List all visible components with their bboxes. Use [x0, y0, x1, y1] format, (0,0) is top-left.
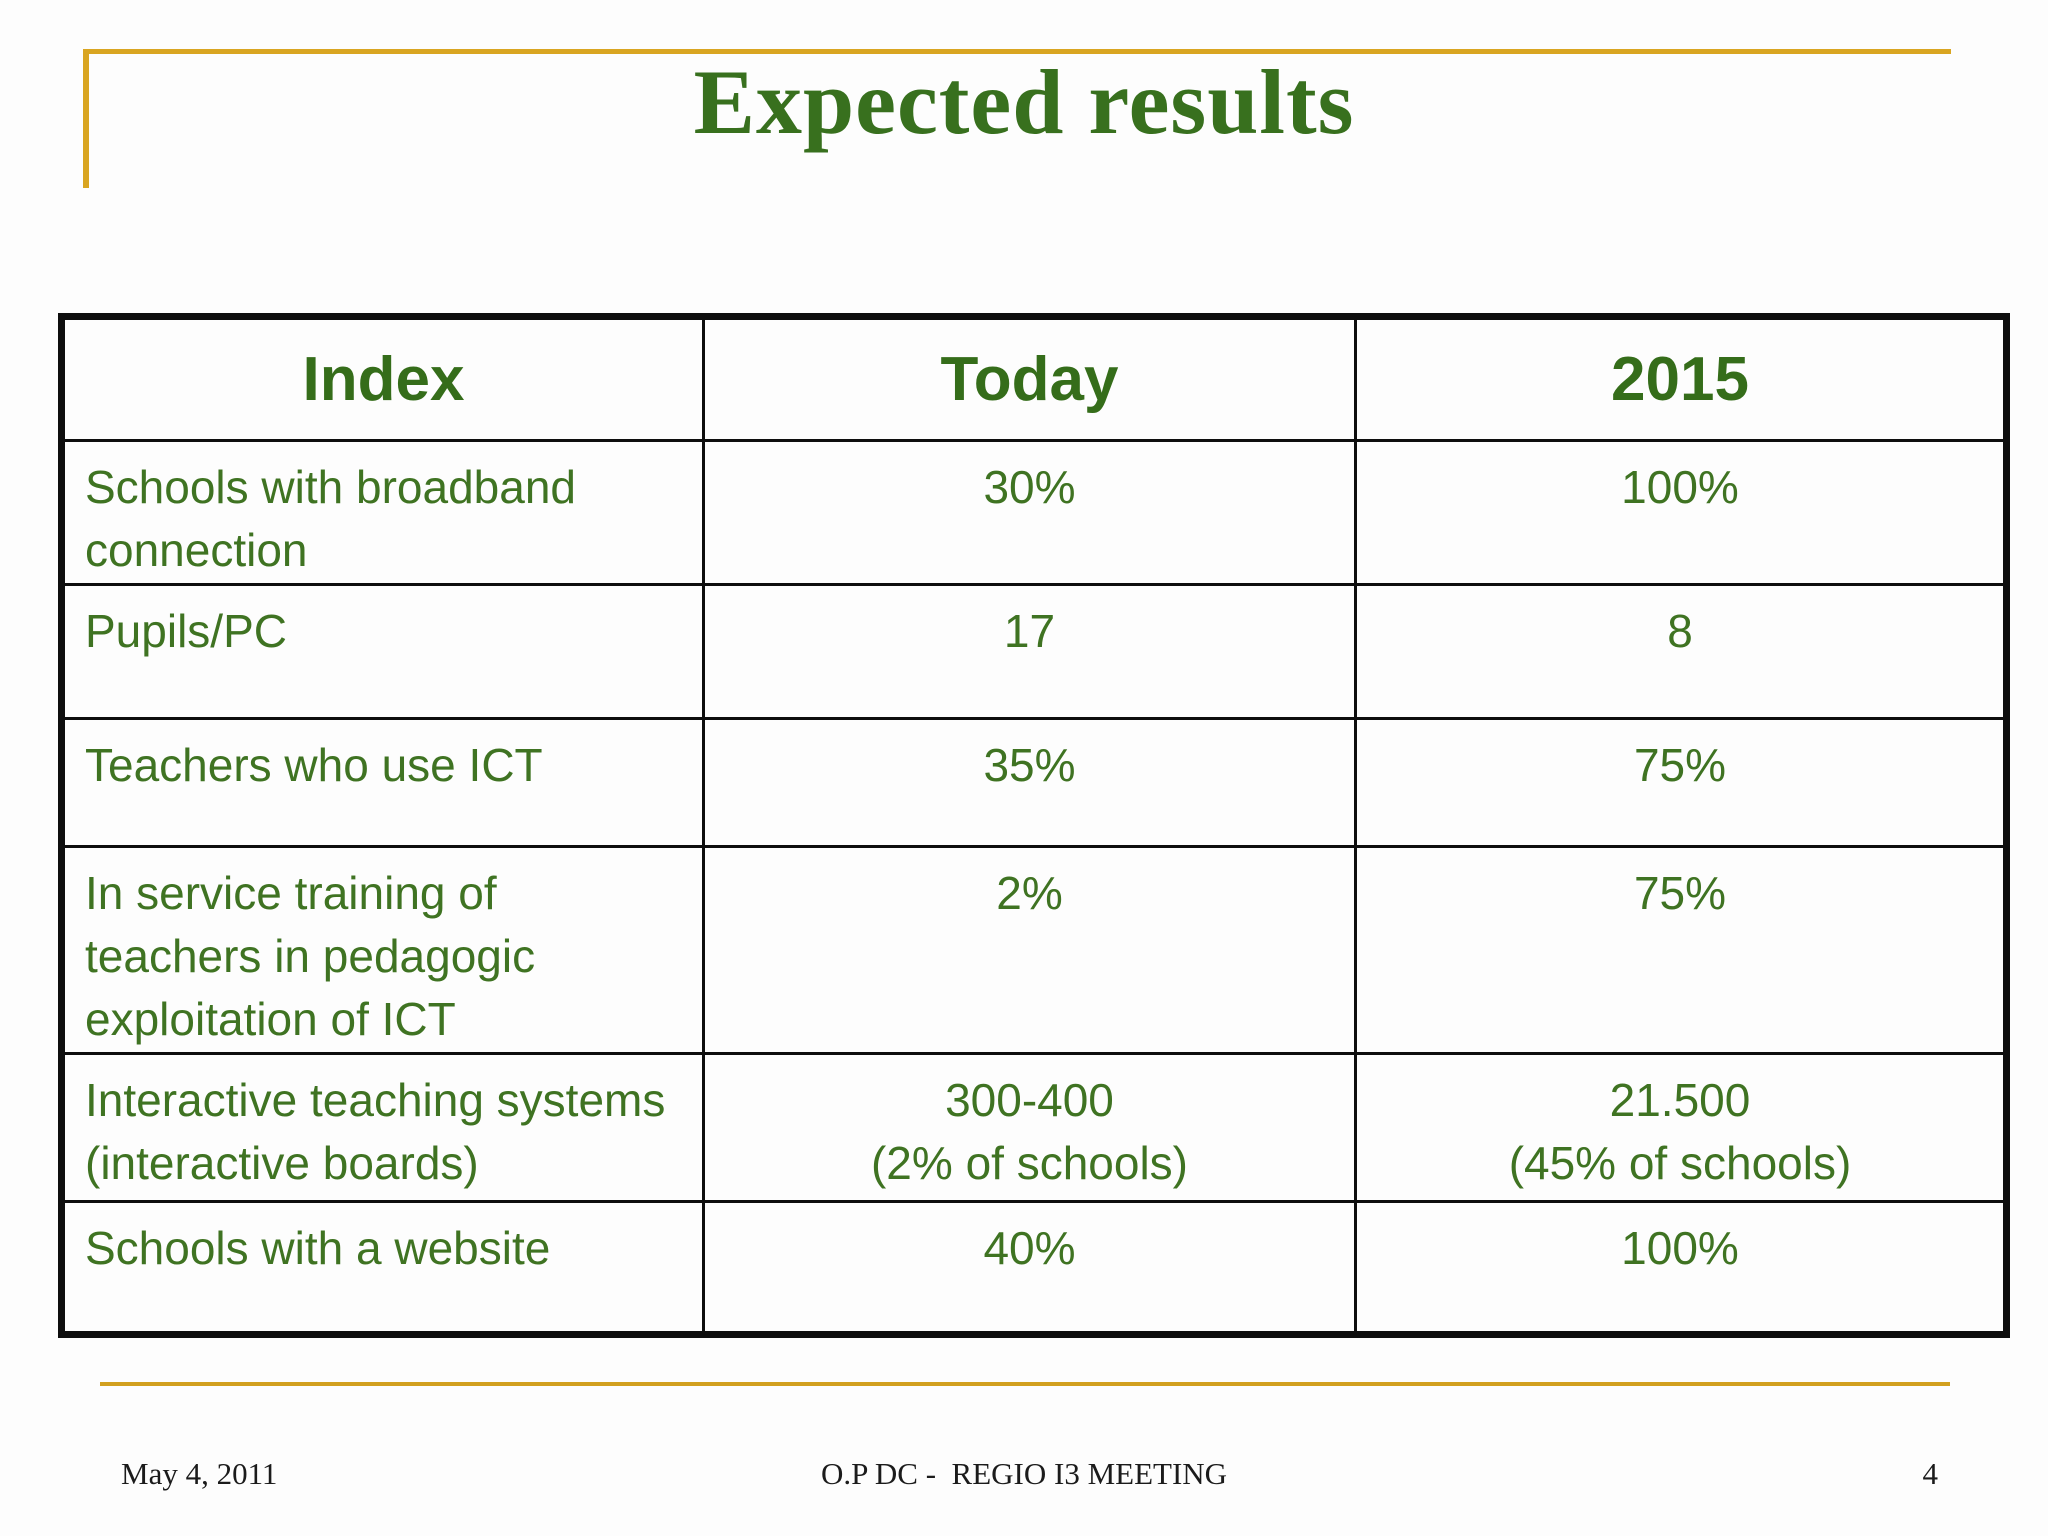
footer: May 4, 2011 O.P DC - REGIO I3 MEETING 4	[0, 1456, 2048, 1506]
table-cell: 75%	[1354, 717, 2008, 848]
footer-page-number: 4	[1922, 1456, 1939, 1491]
table-cell: 2%	[702, 845, 1357, 1055]
table-cell: 21.500 (45% of schools)	[1354, 1052, 2008, 1203]
table-cell: 17	[702, 583, 1357, 720]
table-cell: 30%	[702, 439, 1357, 586]
table-cell: 75%	[1354, 845, 2008, 1055]
table-cell: 40%	[702, 1200, 1357, 1336]
results-table: Index Today 2015 Schools with broadband …	[58, 313, 2010, 1338]
table-row: Interactive teaching systems (interactiv…	[60, 1052, 2008, 1203]
table-row: In service training of teachers in pedag…	[60, 845, 2008, 1055]
table-cell: 300-400 (2% of schools)	[702, 1052, 1357, 1203]
table-cell: Interactive teaching systems (interactiv…	[60, 1052, 705, 1203]
table-cell: Schools with broadband connection	[60, 439, 705, 586]
footer-accent-line	[100, 1382, 1950, 1386]
column-header-index: Index	[60, 315, 705, 442]
title-accent-line-top	[83, 49, 1951, 54]
table-row: Schools with broadband connection 30% 10…	[60, 439, 2008, 586]
table-cell: 100%	[1354, 1200, 2008, 1336]
table-cell: Schools with a website	[60, 1200, 705, 1336]
table-cell: Pupils/PC	[60, 583, 705, 720]
table-header-row: Index Today 2015	[60, 315, 2008, 442]
footer-date: May 4, 2011	[121, 1456, 278, 1491]
table-row: Schools with a website 40% 100%	[60, 1200, 2008, 1336]
column-header-today: Today	[702, 315, 1357, 442]
page-title: Expected results	[693, 51, 1355, 153]
table-cell: 35%	[702, 717, 1357, 848]
table-cell: Teachers who use ICT	[60, 717, 705, 848]
footer-meeting-label: O.P DC - REGIO I3 MEETING	[820, 1456, 1228, 1491]
table-cell: 8	[1354, 583, 2008, 720]
column-header-2015: 2015	[1354, 315, 2008, 442]
title-accent-line-left	[83, 49, 89, 188]
table-row: Teachers who use ICT 35% 75%	[60, 717, 2008, 848]
results-table-container: Index Today 2015 Schools with broadband …	[58, 313, 2010, 1338]
table-cell: In service training of teachers in pedag…	[60, 845, 705, 1055]
table-row: Pupils/PC 17 8	[60, 583, 2008, 720]
table-cell: 100%	[1354, 439, 2008, 586]
